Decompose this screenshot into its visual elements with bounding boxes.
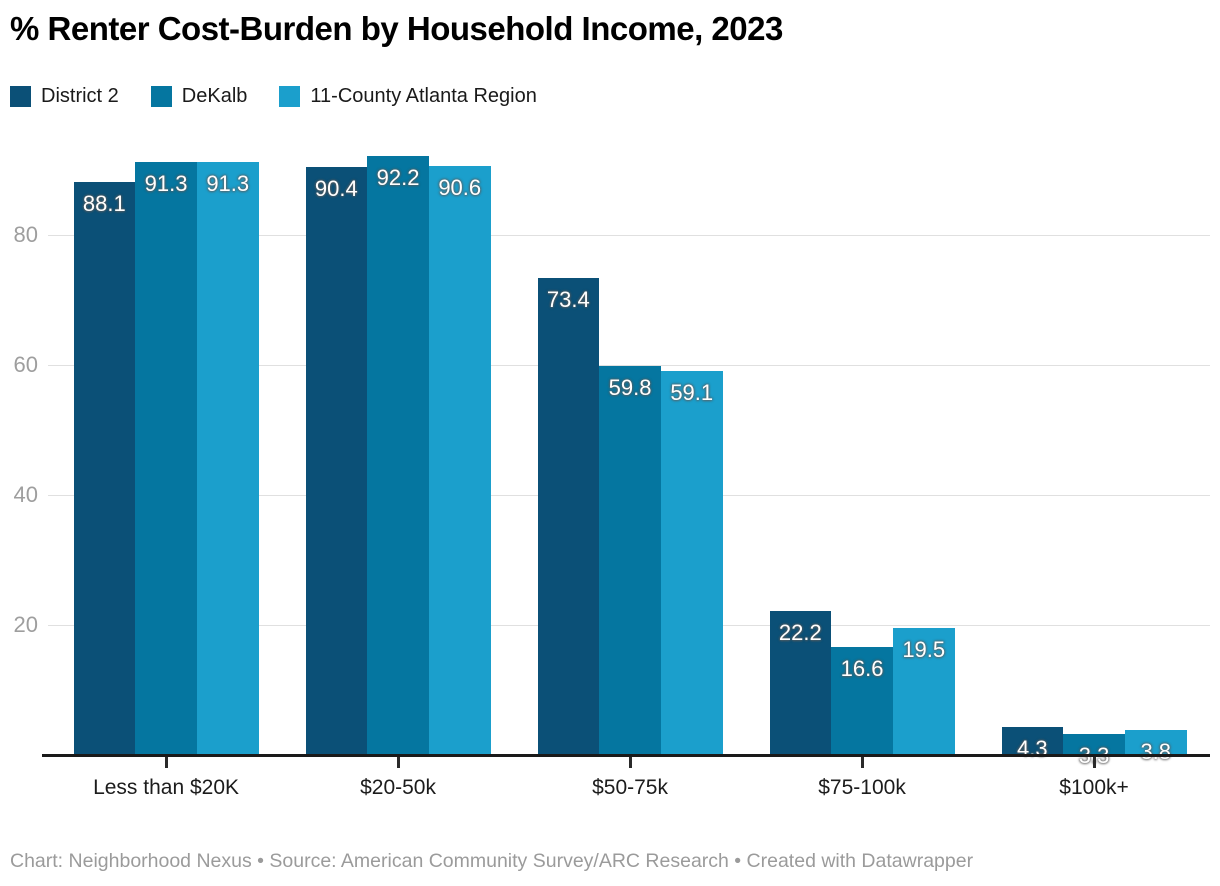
bar-value-label: 73.4 [546, 286, 590, 312]
bar-11-county-atlanta-region-group-4: 19.5 [892, 628, 955, 755]
legend-swatch-icon [150, 86, 172, 107]
x-axis-tick [628, 755, 632, 768]
x-category-label: Less than $20K [93, 776, 240, 799]
chart-title: % Renter Cost-Burden by Household Income… [10, 10, 783, 47]
bar-value-label: 3.8 [1140, 739, 1172, 765]
y-axis-tick-label: 40 [13, 482, 38, 507]
bar-value-label: 22.2 [778, 619, 822, 645]
bar-dekalb-group-2: 92.2 [367, 155, 429, 755]
chart-footer-attribution: Chart: Neighborhood Nexus • Source: Amer… [10, 850, 974, 872]
bar-value-label: 92.2 [376, 164, 420, 190]
y-axis-tick-label: 60 [13, 352, 38, 377]
bar-district-2-group-3: 73.4 [537, 277, 600, 755]
x-category-label: $100k+ [1059, 776, 1129, 799]
x-axis-line [42, 753, 1210, 757]
bar-value-label: 4.3 [1017, 736, 1048, 762]
x-axis-tick [860, 755, 864, 768]
legend-item-11-county-atlanta-region: 11-County Atlanta Region [279, 85, 537, 108]
bar-value-label: 16.6 [840, 656, 884, 682]
x-category-label: $20-50k [360, 776, 436, 799]
bar-value-label: 91.3 [144, 170, 188, 196]
x-axis-tick [164, 755, 168, 768]
x-axis-tick [396, 755, 400, 768]
bar-district-2-group-1: 88.1 [73, 182, 136, 755]
bar-dekalb-group-3: 59.8 [599, 366, 661, 755]
bar-district-2-group-5: 4.3 [1001, 727, 1064, 761]
x-axis-tick [1092, 755, 1096, 768]
bar-value-label: 88.1 [82, 191, 126, 217]
bar-value-label: 91.3 [206, 170, 250, 196]
bar-value-label: 19.5 [902, 637, 946, 663]
bar-dekalb-group-1: 91.3 [135, 161, 197, 755]
bar-11-county-atlanta-region-group-1: 91.3 [196, 161, 259, 755]
y-axis-tick-label: 80 [13, 222, 38, 247]
bar-district-2-group-4: 22.2 [769, 610, 832, 755]
bar-district-2-group-2: 90.4 [305, 167, 368, 755]
y-axis-tick-label: 20 [13, 612, 38, 637]
bar-dekalb-group-5: 3.3 [1063, 733, 1125, 768]
bar-value-label: 59.1 [670, 379, 714, 405]
legend-swatch-icon [10, 86, 31, 107]
y-gridline-60 [48, 364, 1210, 366]
bar-11-county-atlanta-region-group-2: 90.6 [428, 166, 491, 755]
x-category-label: $50-75k [592, 776, 668, 799]
legend-swatch-icon [279, 86, 301, 107]
bar-value-label: 90.6 [438, 175, 482, 201]
legend-label: DeKalb [181, 85, 248, 107]
legend-item-dekalb: DeKalb [150, 85, 248, 108]
legend-label: 11-County Atlanta Region [310, 85, 537, 107]
bar-11-county-atlanta-region-group-3: 59.1 [660, 370, 723, 755]
legend-label: District 2 [41, 85, 119, 107]
bar-value-label: 90.4 [314, 176, 358, 202]
bar-11-county-atlanta-region-group-5: 3.8 [1124, 730, 1187, 764]
legend: District 2 DeKalb 11-County Atlanta Region [10, 85, 569, 108]
x-category-label: $75-100k [818, 776, 906, 799]
bar-value-label: 59.8 [608, 375, 652, 401]
legend-item-district-2: District 2 [10, 85, 119, 108]
y-gridline-80 [48, 234, 1210, 236]
bar-dekalb-group-4: 16.6 [831, 647, 893, 755]
